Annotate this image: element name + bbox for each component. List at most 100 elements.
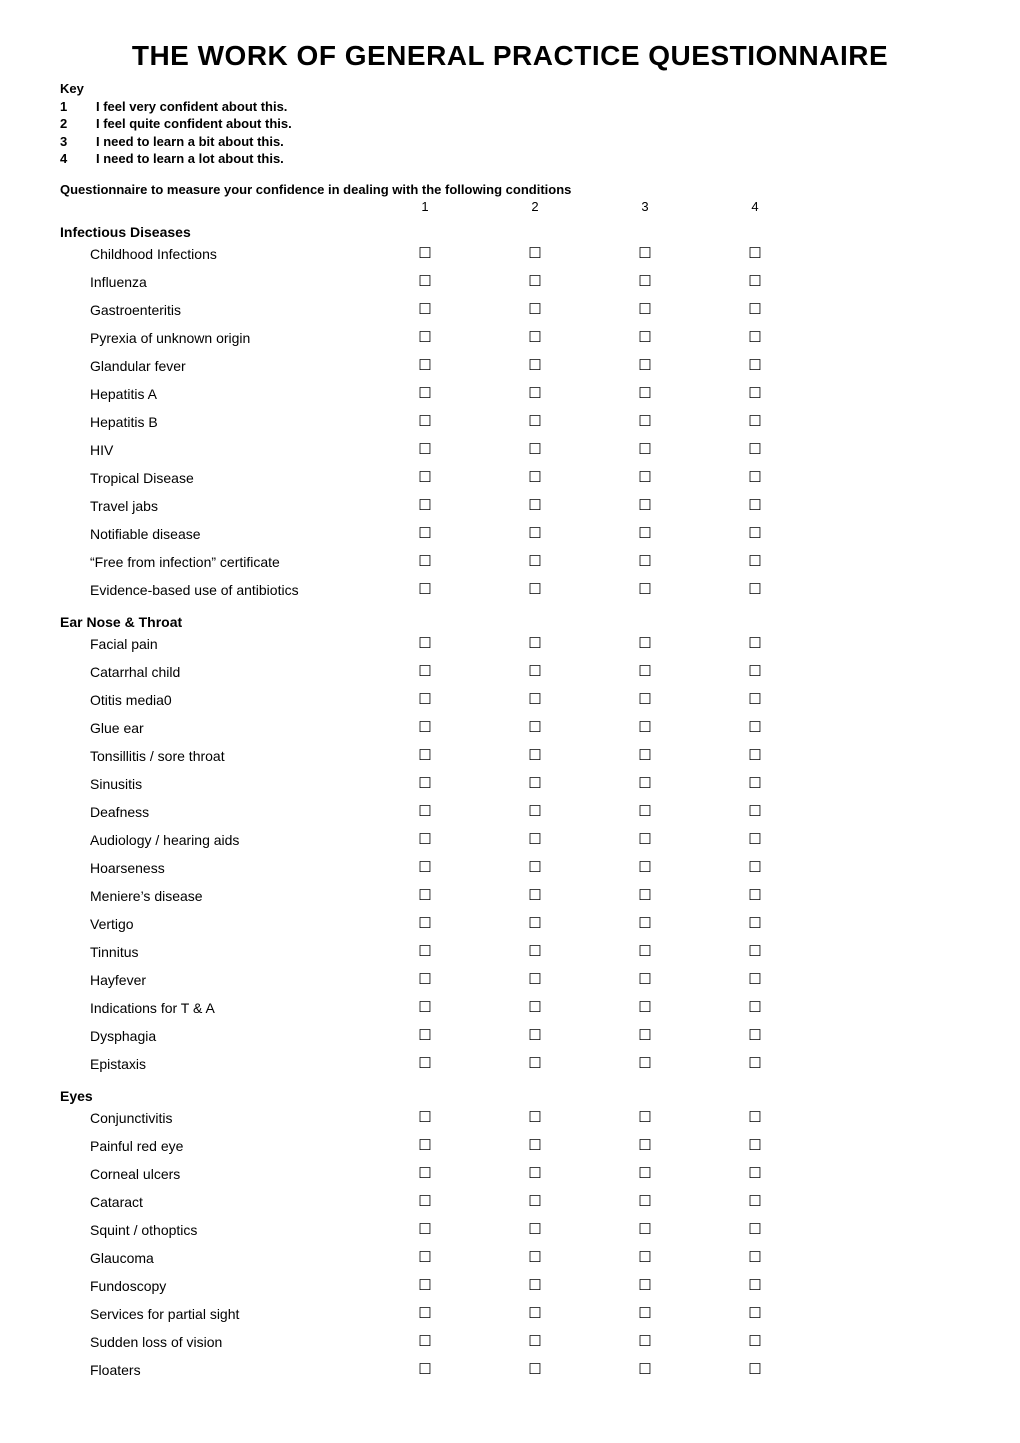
checkbox[interactable]: ☐ — [370, 1000, 480, 1015]
checkbox[interactable]: ☐ — [700, 1028, 810, 1043]
checkbox[interactable]: ☐ — [480, 860, 590, 875]
checkbox[interactable]: ☐ — [480, 888, 590, 903]
checkbox[interactable]: ☐ — [370, 554, 480, 569]
checkbox[interactable]: ☐ — [590, 582, 700, 597]
checkbox[interactable]: ☐ — [590, 498, 700, 513]
checkbox[interactable]: ☐ — [700, 692, 810, 707]
checkbox[interactable]: ☐ — [370, 442, 480, 457]
checkbox[interactable]: ☐ — [700, 498, 810, 513]
checkbox[interactable]: ☐ — [700, 944, 810, 959]
checkbox[interactable]: ☐ — [590, 1222, 700, 1237]
checkbox[interactable]: ☐ — [700, 860, 810, 875]
checkbox[interactable]: ☐ — [700, 1334, 810, 1349]
checkbox[interactable]: ☐ — [590, 246, 700, 261]
checkbox[interactable]: ☐ — [700, 358, 810, 373]
checkbox[interactable]: ☐ — [590, 1278, 700, 1293]
checkbox[interactable]: ☐ — [370, 1194, 480, 1209]
checkbox[interactable]: ☐ — [700, 442, 810, 457]
checkbox[interactable]: ☐ — [700, 1138, 810, 1153]
checkbox[interactable]: ☐ — [370, 1056, 480, 1071]
checkbox[interactable]: ☐ — [700, 330, 810, 345]
checkbox[interactable]: ☐ — [480, 1278, 590, 1293]
checkbox[interactable]: ☐ — [480, 748, 590, 763]
checkbox[interactable]: ☐ — [590, 1362, 700, 1377]
checkbox[interactable]: ☐ — [370, 1110, 480, 1125]
checkbox[interactable]: ☐ — [590, 1056, 700, 1071]
checkbox[interactable]: ☐ — [700, 1222, 810, 1237]
checkbox[interactable]: ☐ — [590, 442, 700, 457]
checkbox[interactable]: ☐ — [370, 1362, 480, 1377]
checkbox[interactable]: ☐ — [700, 302, 810, 317]
checkbox[interactable]: ☐ — [480, 246, 590, 261]
checkbox[interactable]: ☐ — [590, 1000, 700, 1015]
checkbox[interactable]: ☐ — [480, 1056, 590, 1071]
checkbox[interactable]: ☐ — [480, 302, 590, 317]
checkbox[interactable]: ☐ — [700, 720, 810, 735]
checkbox[interactable]: ☐ — [370, 832, 480, 847]
checkbox[interactable]: ☐ — [700, 246, 810, 261]
checkbox[interactable]: ☐ — [700, 1166, 810, 1181]
checkbox[interactable]: ☐ — [480, 1166, 590, 1181]
checkbox[interactable]: ☐ — [480, 832, 590, 847]
checkbox[interactable]: ☐ — [480, 442, 590, 457]
checkbox[interactable]: ☐ — [590, 1194, 700, 1209]
checkbox[interactable]: ☐ — [700, 748, 810, 763]
checkbox[interactable]: ☐ — [590, 860, 700, 875]
checkbox[interactable]: ☐ — [480, 944, 590, 959]
checkbox[interactable]: ☐ — [590, 1110, 700, 1125]
checkbox[interactable]: ☐ — [480, 330, 590, 345]
checkbox[interactable]: ☐ — [700, 664, 810, 679]
checkbox[interactable]: ☐ — [480, 358, 590, 373]
checkbox[interactable]: ☐ — [370, 302, 480, 317]
checkbox[interactable]: ☐ — [590, 636, 700, 651]
checkbox[interactable]: ☐ — [370, 944, 480, 959]
checkbox[interactable]: ☐ — [370, 414, 480, 429]
checkbox[interactable]: ☐ — [590, 274, 700, 289]
checkbox[interactable]: ☐ — [590, 358, 700, 373]
checkbox[interactable]: ☐ — [480, 498, 590, 513]
checkbox[interactable]: ☐ — [480, 776, 590, 791]
checkbox[interactable]: ☐ — [480, 636, 590, 651]
checkbox[interactable]: ☐ — [370, 720, 480, 735]
checkbox[interactable]: ☐ — [480, 1250, 590, 1265]
checkbox[interactable]: ☐ — [590, 414, 700, 429]
checkbox[interactable]: ☐ — [480, 470, 590, 485]
checkbox[interactable]: ☐ — [590, 302, 700, 317]
checkbox[interactable]: ☐ — [590, 888, 700, 903]
checkbox[interactable]: ☐ — [590, 526, 700, 541]
checkbox[interactable]: ☐ — [370, 888, 480, 903]
checkbox[interactable]: ☐ — [370, 748, 480, 763]
checkbox[interactable]: ☐ — [370, 916, 480, 931]
checkbox[interactable]: ☐ — [700, 470, 810, 485]
checkbox[interactable]: ☐ — [480, 972, 590, 987]
checkbox[interactable]: ☐ — [480, 1110, 590, 1125]
checkbox[interactable]: ☐ — [590, 1138, 700, 1153]
checkbox[interactable]: ☐ — [370, 776, 480, 791]
checkbox[interactable]: ☐ — [590, 1028, 700, 1043]
checkbox[interactable]: ☐ — [480, 414, 590, 429]
checkbox[interactable]: ☐ — [370, 1306, 480, 1321]
checkbox[interactable]: ☐ — [480, 1222, 590, 1237]
checkbox[interactable]: ☐ — [370, 1138, 480, 1153]
checkbox[interactable]: ☐ — [480, 720, 590, 735]
checkbox[interactable]: ☐ — [370, 636, 480, 651]
checkbox[interactable]: ☐ — [480, 804, 590, 819]
checkbox[interactable]: ☐ — [590, 554, 700, 569]
checkbox[interactable]: ☐ — [370, 860, 480, 875]
checkbox[interactable]: ☐ — [700, 804, 810, 819]
checkbox[interactable]: ☐ — [590, 1334, 700, 1349]
checkbox[interactable]: ☐ — [370, 498, 480, 513]
checkbox[interactable]: ☐ — [480, 1334, 590, 1349]
checkbox[interactable]: ☐ — [480, 386, 590, 401]
checkbox[interactable]: ☐ — [370, 1334, 480, 1349]
checkbox[interactable]: ☐ — [700, 972, 810, 987]
checkbox[interactable]: ☐ — [700, 1000, 810, 1015]
checkbox[interactable]: ☐ — [700, 776, 810, 791]
checkbox[interactable]: ☐ — [700, 1110, 810, 1125]
checkbox[interactable]: ☐ — [480, 1000, 590, 1015]
checkbox[interactable]: ☐ — [370, 470, 480, 485]
checkbox[interactable]: ☐ — [370, 358, 480, 373]
checkbox[interactable]: ☐ — [590, 1306, 700, 1321]
checkbox[interactable]: ☐ — [590, 1166, 700, 1181]
checkbox[interactable]: ☐ — [370, 1278, 480, 1293]
